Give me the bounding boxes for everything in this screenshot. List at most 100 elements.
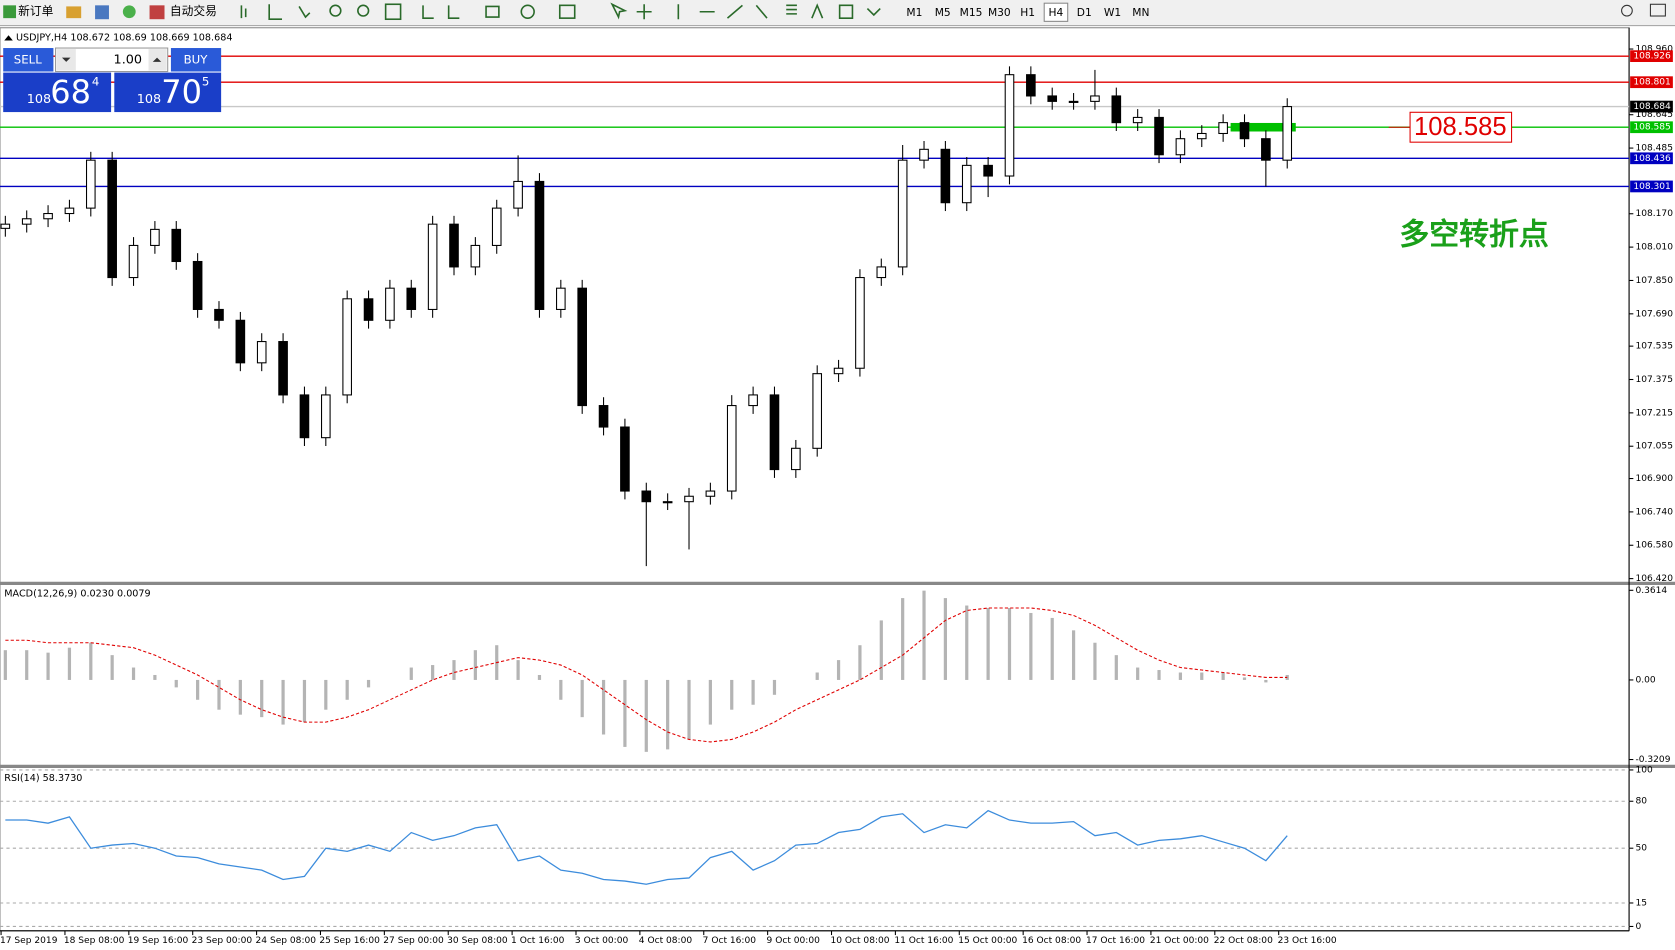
chart-type-icons[interactable] <box>240 4 311 21</box>
candle-body <box>171 228 182 263</box>
open: 108.672 <box>70 32 110 43</box>
toolbar: 新订单 自动交易 M1 M5 M15 M30 H1 H4 D1 W1 MN <box>0 0 1675 27</box>
x-tick-label: 21 Oct 00:00 <box>1150 936 1209 946</box>
zoom-in[interactable] <box>329 4 342 17</box>
level-label: 108.926 <box>1633 52 1671 62</box>
timeframes: M1 M5 M15 M30 H1 H4 D1 W1 MN <box>906 2 1149 22</box>
macd-bar <box>1157 670 1161 680</box>
macd-bar <box>110 655 114 680</box>
chat[interactable] <box>1649 3 1666 17</box>
zoom-out[interactable] <box>357 4 370 17</box>
timeframe[interactable]: D1 <box>1077 6 1092 19</box>
timeframe[interactable]: M5 <box>935 6 951 19</box>
candle-body <box>662 501 673 504</box>
candle-body <box>107 159 117 279</box>
x-tick-label: 24 Sep 08:00 <box>256 936 317 946</box>
level-label-box <box>1630 180 1673 193</box>
templates[interactable] <box>558 4 576 19</box>
plot: 108.960 108.645 108.485 108.170 108.010 107.8… <box>0 45 1673 946</box>
timeframe[interactable]: M1 <box>906 6 922 19</box>
volume-box[interactable] <box>55 47 169 73</box>
ask-big: 108 <box>137 92 161 107</box>
x-tick-label: 11 Oct 16:00 <box>894 936 953 946</box>
timeframe[interactable]: M15 <box>960 6 983 19</box>
y-tick-label: 107.215 <box>1635 408 1672 418</box>
y-tick-label: 107.690 <box>1635 309 1673 319</box>
macd-bar <box>965 605 969 680</box>
candle-body <box>85 159 96 209</box>
y-tick-label: 108.485 <box>1635 144 1672 154</box>
icon[interactable] <box>66 6 82 19</box>
buy-button[interactable] <box>170 48 222 72</box>
icon[interactable] <box>149 5 165 20</box>
volume[interactable]: 1.00 <box>114 52 143 67</box>
draw-tools[interactable] <box>610 2 881 20</box>
y-tick-label: 107.375 <box>1635 375 1672 385</box>
y-tick-label: 106.420 <box>1635 574 1673 584</box>
buy-label[interactable]: BUY <box>184 52 209 66</box>
macd-bar <box>1264 679 1268 683</box>
icon[interactable] <box>122 5 136 19</box>
macd-bar <box>238 679 242 715</box>
sell-button[interactable] <box>3 48 54 72</box>
macd-bar <box>1114 655 1118 680</box>
candle-body <box>1175 138 1186 156</box>
macd-bar <box>431 665 435 680</box>
candle-body <box>1282 106 1293 161</box>
timeframe[interactable]: W1 <box>1104 6 1121 19</box>
ask-box[interactable] <box>114 72 222 113</box>
tile[interactable] <box>384 3 402 21</box>
search[interactable] <box>1621 4 1633 17</box>
y-tick-label: 15 <box>1635 898 1647 908</box>
collapse-icon[interactable] <box>4 35 13 41</box>
icon[interactable] <box>95 5 109 20</box>
level-label-box <box>1630 50 1673 63</box>
bid-box[interactable] <box>3 72 112 113</box>
auto-trading[interactable]: 自动交易 <box>170 4 217 18</box>
timeframe[interactable]: H4 <box>1049 6 1064 19</box>
symbol: USDJPY,H4 <box>16 32 67 43</box>
timeframe[interactable]: MN <box>1132 6 1149 19</box>
x-tick-label: 9 Oct 00:00 <box>767 936 821 946</box>
candle-body <box>385 287 395 321</box>
macd-bar <box>516 660 520 680</box>
x-tick-label: 4 Oct 08:00 <box>639 936 693 946</box>
candle-body <box>214 308 224 321</box>
timeframe[interactable]: M30 <box>988 6 1011 19</box>
level-label: 108.684 <box>1633 102 1671 112</box>
candle-body <box>406 287 417 310</box>
macd-bar <box>836 660 841 680</box>
macd-bar <box>473 650 477 680</box>
chart-icons[interactable] <box>422 5 500 19</box>
candle-body <box>427 223 438 310</box>
macd-bar <box>730 679 734 710</box>
ask-point: 5 <box>202 75 209 89</box>
candle-body <box>192 260 203 310</box>
arrow <box>61 57 71 62</box>
level-label-box <box>1630 121 1673 134</box>
x-tick-label: 27 Sep 00:00 <box>383 936 444 946</box>
periods[interactable] <box>520 4 535 19</box>
macd-bar <box>217 679 221 710</box>
macd-bar <box>943 598 947 680</box>
macd-bar <box>153 674 157 680</box>
level-label: 108.436 <box>1633 154 1671 164</box>
x-tick-label: 25 Sep 16:00 <box>319 936 380 946</box>
macd-bar <box>815 672 819 680</box>
x-tick-label: 23 Sep 00:00 <box>192 936 253 946</box>
icon[interactable] <box>3 5 17 19</box>
candle-body <box>1004 74 1015 177</box>
x-tick-label: 17 Sep 2019 <box>0 936 58 946</box>
macd-bar <box>260 679 264 718</box>
level-label: 108.801 <box>1633 78 1670 88</box>
level-callout: 108.585 <box>1414 113 1507 141</box>
sell-label[interactable]: SELL <box>14 52 42 66</box>
timeframe[interactable]: H1 <box>1020 6 1035 19</box>
new-order[interactable]: 新订单 <box>18 4 53 18</box>
y-tick-label: 0.00 <box>1635 675 1655 685</box>
macd-bar <box>1007 608 1012 680</box>
candle-body <box>1239 122 1250 140</box>
macd-bar <box>1136 667 1140 680</box>
